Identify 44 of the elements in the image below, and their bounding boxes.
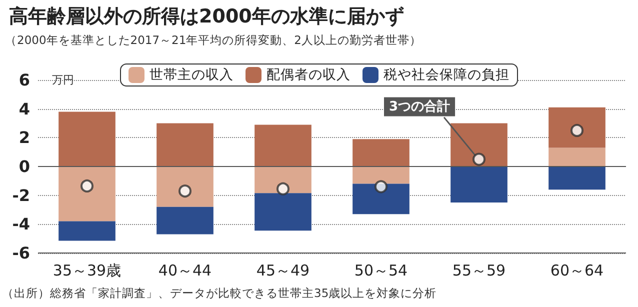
bar: [548, 166, 606, 190]
legend-label: 税や社会保障の負担: [384, 67, 510, 83]
y-tick-label: 4: [18, 99, 30, 118]
bar: [548, 107, 606, 148]
bar: [254, 124, 312, 166]
x-tick-label: 60～64: [550, 262, 604, 280]
x-tick-label: 40～44: [158, 262, 212, 280]
bar: [450, 166, 508, 203]
bar: [58, 166, 116, 222]
y-axis-title: 万円: [52, 74, 74, 86]
point: [80, 179, 94, 192]
bar: [58, 112, 116, 166]
x-tick-label: 35～39歳: [52, 262, 122, 280]
point: [276, 182, 290, 196]
point: [472, 152, 486, 166]
y-tick-label: 0: [18, 157, 30, 176]
point: [374, 180, 388, 194]
point: [178, 184, 192, 198]
x-tick-label: 45～49: [256, 262, 310, 280]
bar: [352, 139, 410, 166]
legend-label: 配偶者の収入: [266, 67, 350, 83]
legend-label: 世帯主の収入: [150, 67, 234, 83]
chart-subtitle: （2000年を基準とした2017～21年平均の所得変動、2人以上の勤労者世帯）: [5, 33, 422, 47]
bar: [156, 166, 214, 207]
bar: [156, 123, 214, 166]
bar: [58, 221, 116, 241]
bar: [450, 123, 508, 166]
annotation: 3つの合計: [389, 98, 450, 114]
point: [570, 124, 584, 137]
text: （出所）総務省「家計調査」、データが比較できる世帯主35歳以上を対象に分析: [2, 286, 437, 300]
bar: [156, 206, 214, 234]
y-tick-label: 2: [18, 128, 30, 148]
bar: [254, 193, 312, 231]
y-tick-label: -6: [12, 244, 30, 262]
x-tick-label: 50～54: [354, 262, 408, 280]
bar: [352, 184, 410, 214]
chart-title: 高年齢層以外の所得は2000年の水準に届かず: [9, 6, 404, 28]
bar: [254, 166, 312, 194]
y-tick-label: 6: [18, 70, 30, 90]
x-tick-label: 55～59: [452, 262, 506, 280]
bar: [352, 166, 410, 184]
y-tick-label: -4: [12, 214, 30, 234]
y-tick-label: -2: [12, 186, 30, 205]
bar: [548, 148, 606, 166]
